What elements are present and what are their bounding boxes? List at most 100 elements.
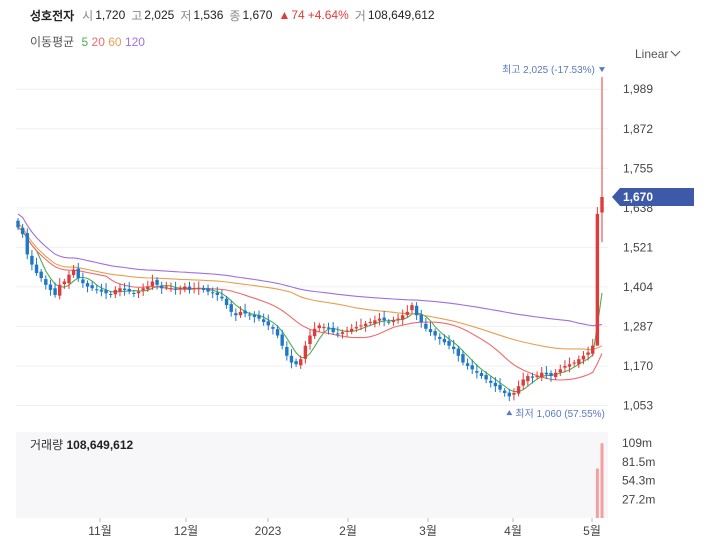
candle-body [164, 286, 169, 288]
candle-body [261, 319, 266, 323]
candle-body [234, 313, 238, 316]
candle-body [521, 379, 525, 386]
stock-name: 성호전자 [30, 8, 75, 23]
candle-body [512, 392, 516, 395]
candle-body [410, 305, 414, 311]
candle-body [322, 327, 326, 329]
candle-body [572, 362, 576, 364]
candle-body [563, 365, 567, 368]
candle-body [465, 363, 470, 366]
candle-body [25, 233, 29, 255]
candle-body [447, 340, 451, 346]
candle-body [498, 384, 502, 390]
candle-body [271, 327, 275, 329]
candle-body [540, 372, 544, 378]
candle-body [183, 286, 187, 290]
candle-body [317, 325, 321, 329]
candle-body [90, 285, 94, 289]
high-label: 고 [131, 8, 143, 23]
candle-body [595, 213, 600, 346]
candle-body [127, 288, 131, 292]
candle-body [169, 288, 173, 290]
candle-body [108, 293, 113, 295]
candle-body [340, 332, 345, 334]
volume-tick-label: 109m [622, 436, 652, 450]
price-tick-label: 1,170 [623, 359, 653, 373]
candle-body [285, 347, 289, 356]
candle-body [479, 373, 484, 377]
candle-body [336, 333, 340, 335]
candle-body [368, 322, 372, 324]
open-label: 시 [82, 8, 94, 23]
candle-body [118, 288, 122, 292]
volume-tick-label: 27.2m [622, 492, 655, 506]
candle-body [20, 227, 25, 235]
candle-body [132, 292, 136, 294]
candle-body [173, 288, 178, 290]
candle-body [243, 310, 247, 314]
candle-body [303, 345, 308, 359]
candle-body [62, 281, 67, 285]
low-marker-icon [506, 410, 513, 416]
x-tick-label: 11월 [88, 524, 112, 538]
candle-body [58, 284, 62, 296]
candle-body [489, 380, 493, 383]
candle-body [493, 382, 498, 387]
volume-value: 108,649,612 [367, 8, 435, 22]
candle-body [363, 323, 368, 327]
price-tick-label: 1,872 [623, 122, 653, 136]
volume-panel-label: 거래량 [30, 438, 64, 452]
volume-panel-bg [16, 432, 608, 518]
candle-body [433, 331, 437, 336]
candle-body [424, 323, 428, 329]
candle-body [48, 284, 53, 290]
candle-body [192, 288, 196, 290]
volume-panel-area [16, 432, 608, 518]
ma-legend-label: 이동평균 [30, 35, 75, 49]
x-tick-label: 2023 [255, 524, 282, 538]
candle-body [586, 352, 590, 355]
candle-body [201, 287, 206, 290]
candle-body [178, 288, 182, 290]
candle-body [34, 264, 39, 274]
scale-selector[interactable]: Linear [635, 46, 681, 61]
moving-average-legend[interactable]: 이동평균 5 20 60 120 [30, 33, 145, 50]
candle-body [558, 369, 562, 373]
volume-tick-label: 81.5m [622, 455, 655, 469]
volume-tick-label: 54.3m [622, 474, 655, 488]
candle-body [197, 288, 201, 290]
candle-body [220, 296, 224, 299]
candle-body [238, 311, 243, 316]
candle-body [122, 288, 127, 290]
candle-body [456, 348, 461, 356]
candle-body [146, 286, 150, 290]
ma120-line [17, 213, 603, 327]
candle-body [391, 320, 396, 323]
candle-body [526, 376, 530, 382]
candle-body [150, 281, 155, 287]
chart-annotations: 1,670 최고 2,025 (-17.53%) 최저 1,060 (57.55%) [502, 64, 694, 420]
candle-body [289, 355, 294, 363]
candle-body [428, 329, 433, 333]
candle-body [544, 372, 549, 375]
current-price-tag [612, 188, 694, 207]
low-label: 저 [180, 8, 192, 23]
candle-body [359, 325, 363, 327]
candle-body [419, 314, 423, 323]
candle-body [530, 376, 535, 378]
volume-label: 거 [354, 8, 366, 23]
candle-body [248, 314, 252, 316]
candle-body [215, 292, 220, 295]
change-value: 74 [291, 8, 305, 22]
price-grid [16, 88, 608, 406]
x-tick-label: 12월 [174, 524, 198, 538]
volume-panel-title: 거래량 108,649,612 [30, 436, 133, 453]
x-tick-label: 2월 [339, 524, 357, 538]
candle-body [377, 318, 382, 321]
candle-body [470, 365, 474, 370]
candle-body [382, 317, 386, 321]
candle-body [159, 285, 164, 289]
candle-body [400, 315, 405, 320]
candle-body [257, 315, 261, 319]
